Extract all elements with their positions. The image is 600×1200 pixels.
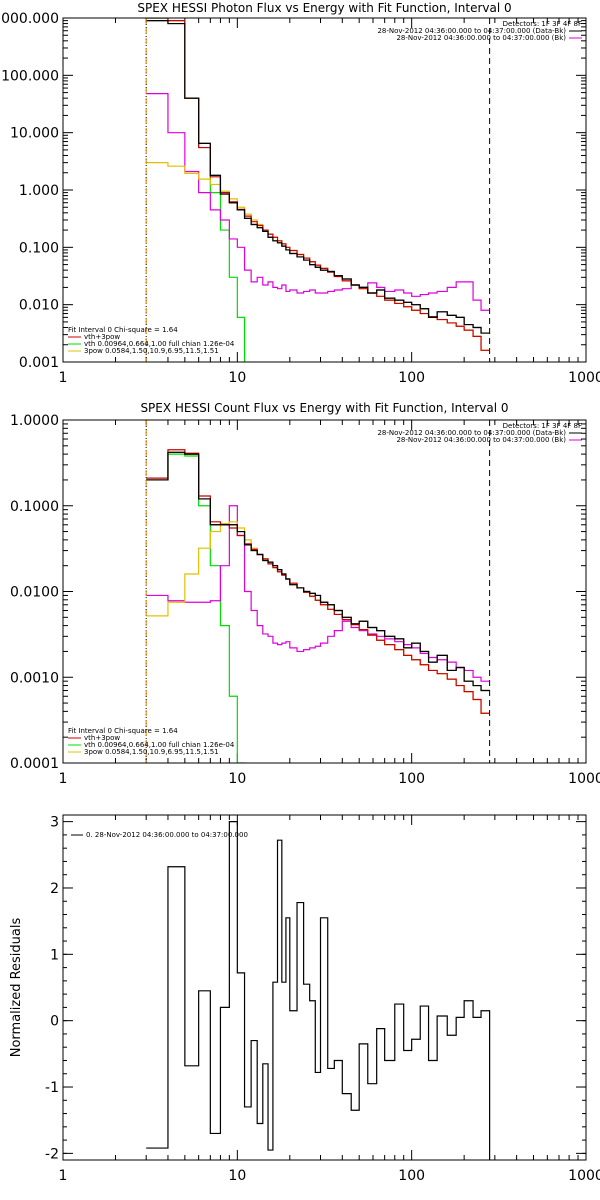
plot-area: [145, 18, 491, 362]
legend-top-left: 0. 28-Nov-2012 04:36:00.000 to 04:37:00.…: [71, 831, 248, 839]
y-tick-label: 10.000: [10, 126, 59, 142]
x-tick-label: 10: [228, 1168, 246, 1184]
x-tick-label: 1000: [568, 370, 600, 386]
legend-entry-label: vth 0.00964,0.664,1.00 full chian 1.26e-…: [84, 340, 235, 348]
x-tick-label: 1: [59, 1168, 68, 1184]
x-tick-label: 100: [398, 370, 425, 386]
y-axis-label: Normalized Residuals: [9, 918, 24, 1058]
y-tick-label: 100.000: [1, 68, 59, 84]
y-tick-label: -2: [45, 1146, 59, 1162]
y-tick-label: 1.000: [19, 183, 59, 199]
legend-detectors: Detectors: 1F 3F 4F 8F: [503, 20, 582, 28]
series-total-fit: [146, 449, 490, 714]
y-tick-label: 2: [50, 881, 59, 897]
x-tick-label: 100: [398, 771, 425, 787]
legend-entry-label: 28-Nov-2012 04:36:00.000 to 04:37:00.000…: [377, 429, 566, 437]
legend-entry-label: vth+3pow: [84, 734, 120, 742]
x-tick-label: 100: [398, 1168, 425, 1184]
legend-entry-label: 3pow 0.0584,1.50,10.9,6.95,11.5,1.51: [84, 347, 219, 355]
axes-frame: [62, 419, 587, 764]
chart-1: SPEX HESSI Photon Flux vs Energy with Fi…: [0, 1, 600, 386]
y-tick-label: 1.0000: [10, 413, 59, 429]
x-tick-label: 10: [228, 771, 246, 787]
y-tick-label: 0.0100: [10, 585, 59, 601]
y-tick-label: 0.010: [19, 298, 59, 314]
legend-entry-label: 28-Nov-2012 04:36:00.000 to 04:37:00.000…: [396, 34, 566, 42]
series-3pow: [146, 162, 490, 351]
series-3pow: [146, 521, 490, 714]
y-tick-label: 1: [50, 947, 59, 963]
y-tick-label: 0.0010: [10, 670, 59, 686]
legend-bottom-left: Fit Interval 0 Chi-square = 1.64vth+3pow…: [68, 727, 235, 756]
series-vth: [146, 453, 246, 763]
series-total-fit: [146, 18, 490, 351]
y-tick-label: 1000.000: [0, 11, 59, 27]
plot-area: [145, 420, 491, 763]
series-residuals: [146, 821, 491, 1160]
series-vth: [146, 18, 246, 362]
plot-area: [146, 821, 491, 1160]
axes-frame: [62, 17, 587, 363]
chart-title: SPEX HESSI Photon Flux vs Energy with Fi…: [137, 1, 511, 15]
y-tick-label: 0.001: [19, 355, 59, 371]
series-data: [146, 20, 490, 334]
y-tick-label: 0.100: [19, 240, 59, 256]
legend-entry-label: vth+3pow: [84, 333, 120, 341]
x-tick-label: 10: [228, 370, 246, 386]
axes-frame: [62, 814, 587, 1161]
x-tick-label: 1: [59, 370, 68, 386]
y-tick-label: -1: [45, 1080, 59, 1096]
y-tick-label: 3: [50, 815, 59, 831]
legend-entry-label: 28-Nov-2012 04:36:00.000 to 04:37:00.000…: [396, 436, 566, 444]
series-background: [146, 20, 490, 334]
x-tick-label: 1000: [568, 1168, 600, 1184]
series-bk: [146, 93, 490, 311]
legend-entry-label: 3pow 0.0584,1.50,10.9,6.95,11.5,1.51: [84, 748, 219, 756]
legend-entry-label: vth 0.00964,0.664,1.00 full chian 1.26e-…: [84, 741, 235, 749]
legend-header: Fit Interval 0 Chi-square = 1.64: [68, 727, 178, 735]
chart-2: SPEX HESSI Count Flux vs Energy with Fit…: [10, 401, 600, 787]
chart-3: Normalized Residuals 1 10 100 1000 -2 -1 0 1 2 3 0.…: [9, 814, 600, 1184]
y-tick-label: 0: [50, 1014, 59, 1030]
x-tick-label: 1000: [568, 771, 600, 787]
y-tick-label: 0.1000: [10, 499, 59, 515]
series-data: [146, 451, 490, 692]
legend-entry-label: 0. 28-Nov-2012 04:36:00.000 to 04:37:00.…: [86, 831, 248, 839]
chart-title: SPEX HESSI Count Flux vs Energy with Fit…: [140, 401, 508, 415]
legend-bottom-left: Fit Interval 0 Chi-square = 1.64vth+3pow…: [68, 326, 235, 355]
y-tick-label: 0.0001: [10, 756, 59, 772]
legend-entry-label: 28-Nov-2012 04:36:00.000 to 04:37:00.000…: [377, 27, 566, 35]
legend-detectors: Detectors: 1F 3F 4F 8F: [503, 422, 582, 430]
x-tick-label: 1: [59, 771, 68, 787]
legend-header: Fit Interval 0 Chi-square = 1.64: [68, 326, 178, 334]
